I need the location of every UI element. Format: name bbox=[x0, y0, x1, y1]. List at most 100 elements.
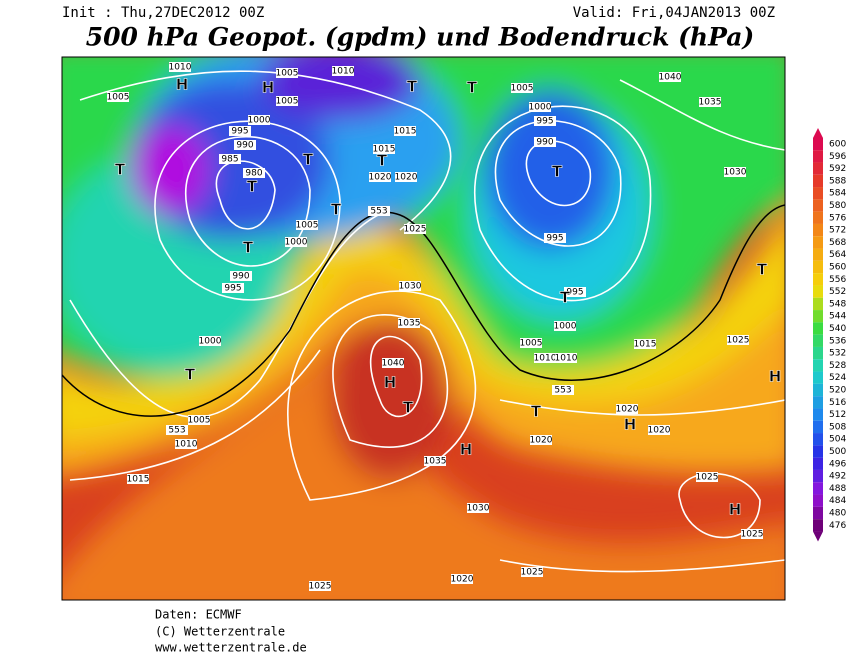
isobar-label: 995 bbox=[536, 117, 553, 127]
colorbar-swatch bbox=[813, 396, 823, 409]
colorbar-swatch bbox=[813, 211, 823, 224]
pressure-center: H bbox=[176, 76, 189, 94]
pressure-center: T bbox=[243, 239, 254, 257]
colorbar-label: 492 bbox=[829, 472, 846, 482]
colorbar-label: 476 bbox=[829, 521, 846, 531]
isobar-label-bg bbox=[219, 154, 241, 164]
isobar-label: 990 bbox=[536, 138, 553, 148]
isobar-label: 1025 bbox=[404, 225, 427, 235]
isobar-label: 1020 bbox=[395, 173, 418, 183]
website: www.wetterzentrale.de bbox=[155, 641, 307, 655]
pressure-center: H bbox=[769, 368, 782, 386]
colorbar-swatch bbox=[813, 187, 823, 200]
colorbar-label: 496 bbox=[829, 459, 846, 469]
colorbar-swatch bbox=[813, 420, 823, 434]
colorbar-label: 592 bbox=[829, 164, 846, 174]
colorbar-swatch bbox=[813, 174, 823, 188]
colorbar-label: 528 bbox=[829, 361, 846, 371]
isobar-label-bg bbox=[564, 287, 586, 297]
isobar-label: 1030 bbox=[399, 282, 422, 292]
colorbar-swatch bbox=[813, 408, 823, 421]
isobar-label-bg bbox=[276, 68, 298, 78]
isobar-label-bg bbox=[659, 72, 681, 82]
isobar-label-bg bbox=[373, 144, 395, 154]
colorbar-swatch bbox=[813, 223, 823, 237]
isobar-label-bg bbox=[127, 474, 149, 484]
colorbar-label: 568 bbox=[829, 238, 846, 248]
isobar-label-bg bbox=[727, 335, 749, 345]
isobar-label-bg bbox=[398, 318, 420, 328]
isobar-label: 1005 bbox=[276, 69, 299, 79]
colorbar-label: 512 bbox=[829, 410, 846, 420]
isobar-label-bg bbox=[534, 137, 556, 147]
isobar-label-bg bbox=[554, 321, 576, 331]
isobar-label-bg bbox=[616, 404, 638, 414]
colorbar-swatch bbox=[813, 322, 823, 335]
isobar-label-bg bbox=[648, 425, 670, 435]
isobar-label: 1040 bbox=[659, 73, 682, 83]
colorbar-label: 504 bbox=[829, 435, 846, 445]
colorbar-label: 572 bbox=[829, 226, 846, 236]
isobar-label-bg bbox=[234, 140, 256, 150]
pressure-center: H bbox=[384, 374, 397, 392]
isobar-label-bg bbox=[634, 339, 656, 349]
colorbar-label: 480 bbox=[829, 509, 846, 519]
isobar-label-bg bbox=[534, 353, 556, 363]
colorbar-label: 536 bbox=[829, 336, 846, 346]
colorbar-label: 588 bbox=[829, 176, 846, 186]
pressure-center: T bbox=[331, 201, 342, 219]
colorbar-label: 520 bbox=[829, 386, 846, 396]
isobar-label: 1010 bbox=[175, 440, 198, 450]
valid-time: Valid: Fri,04JAN2013 00Z bbox=[573, 5, 775, 21]
isobar-label-bg bbox=[530, 435, 552, 445]
isobar-label: 1030 bbox=[724, 168, 747, 178]
isobar-label: 1025 bbox=[741, 530, 764, 540]
isobar-label: 1015 bbox=[373, 145, 396, 155]
isobar-label: 1010 bbox=[555, 354, 578, 364]
isobar-label-bg bbox=[188, 415, 210, 425]
colorbar-swatch bbox=[813, 494, 823, 507]
pressure-center: T bbox=[407, 78, 418, 96]
isobar-label: 1030 bbox=[467, 504, 490, 514]
isobar-label-bg bbox=[724, 167, 746, 177]
colorbar-label: 600 bbox=[829, 140, 846, 150]
isobar-label-bg bbox=[696, 472, 718, 482]
colorbar-swatch bbox=[813, 162, 823, 175]
pressure-center: T bbox=[403, 399, 414, 417]
isobar-label-bg bbox=[424, 456, 446, 466]
isobar-label-bg bbox=[555, 353, 577, 363]
isobar-label: 995 bbox=[224, 284, 241, 294]
isobar-label: 1035 bbox=[699, 98, 722, 108]
colorbar-swatch bbox=[813, 150, 823, 163]
isobar-label: 1035 bbox=[398, 319, 421, 329]
colorbar-label: 516 bbox=[829, 398, 846, 408]
colorbar-swatch bbox=[813, 383, 823, 397]
colorbar-label: 560 bbox=[829, 263, 846, 273]
isobar-label-bg bbox=[229, 126, 251, 136]
isobar-label: 1005 bbox=[107, 93, 130, 103]
isobar-label-bg bbox=[166, 425, 188, 435]
colorbar-label: 580 bbox=[829, 201, 846, 211]
colorbar-arrow-top bbox=[813, 128, 823, 138]
isobar-label-bg bbox=[169, 62, 191, 72]
isobar-label: 990 bbox=[236, 141, 253, 151]
isobar-label-bg bbox=[552, 385, 574, 395]
pressure-center: H bbox=[262, 79, 275, 97]
isobar-label-bg bbox=[534, 116, 556, 126]
isobar-label-bg bbox=[404, 224, 426, 234]
colorbar-swatch bbox=[813, 137, 823, 151]
isobar-label: 1020 bbox=[451, 575, 474, 585]
isobar-label: 1020 bbox=[616, 405, 639, 415]
isobar-label-bg bbox=[230, 271, 252, 281]
colorbar-swatch bbox=[813, 248, 823, 261]
isobar-label: 990 bbox=[232, 272, 249, 282]
isobar-label: 1015 bbox=[634, 340, 657, 350]
isobar-label-bg bbox=[521, 567, 543, 577]
pressure-center: T bbox=[531, 403, 542, 421]
isobar-label-bg bbox=[243, 168, 265, 178]
colorbar-label: 540 bbox=[829, 324, 846, 334]
isobar-label-bg bbox=[394, 126, 416, 136]
pressure-center: T bbox=[115, 161, 126, 179]
